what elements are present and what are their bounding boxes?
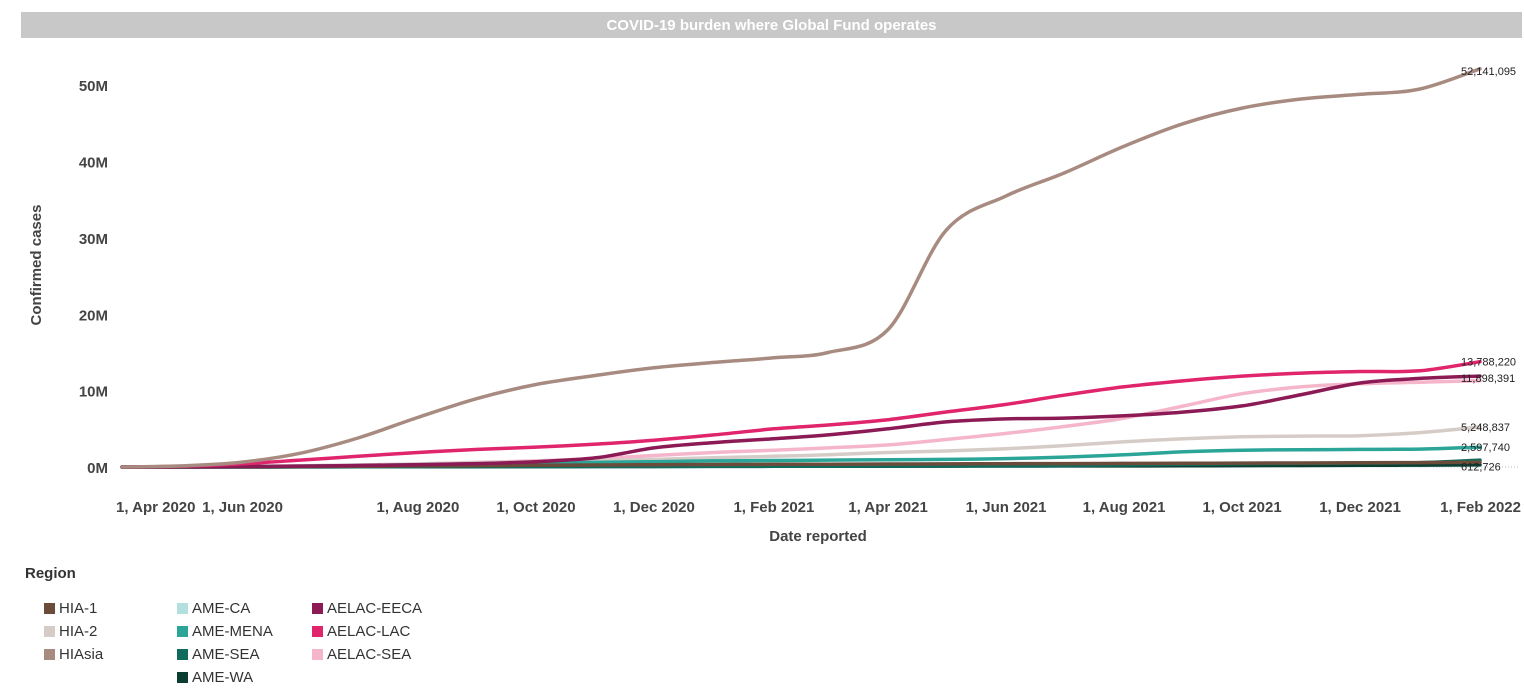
legend-item[interactable]: AELAC-LAC	[312, 620, 422, 643]
x-tick-label: 1, Oct 2020	[496, 499, 575, 516]
legend-item[interactable]: HIA-2	[44, 620, 103, 643]
legend-label: AME-MENA	[192, 623, 273, 640]
y-tick-label: 40M	[79, 155, 108, 172]
x-tick-label: 1, Aug 2020	[377, 499, 460, 516]
end-value-label: 52,141,095	[1461, 66, 1516, 78]
y-tick-label: 20M	[79, 307, 108, 324]
legend-item[interactable]: AME-WA	[177, 666, 273, 689]
legend-item[interactable]: AME-MENA	[177, 620, 273, 643]
end-value-label: 2,597,740	[1461, 442, 1510, 454]
y-axis-title: Confirmed cases	[28, 205, 45, 326]
legend-swatch	[177, 672, 188, 683]
legend-column: AELAC-EECA AELAC-LAC AELAC-SEA	[312, 597, 422, 666]
legend-swatch	[312, 626, 323, 637]
series-line-hiasia	[120, 67, 1482, 469]
y-tick-label: 30M	[79, 231, 108, 248]
legend-label: AME-SEA	[192, 646, 260, 663]
legend-swatch	[177, 626, 188, 637]
legend-item[interactable]: HIAsia	[44, 643, 103, 666]
x-tick-label: 1, Dec 2020	[613, 499, 695, 516]
series-line-aelac-eeca	[120, 374, 1482, 469]
legend-item[interactable]: HIA-1	[44, 597, 103, 620]
x-tick-label: 1, Feb 2022	[1440, 499, 1521, 516]
legend-item[interactable]: AME-CA	[177, 597, 273, 620]
legend-title: Region	[25, 565, 76, 582]
legend-label: AME-WA	[192, 669, 254, 686]
legend-swatch	[44, 649, 55, 660]
x-tick-label: 1, Apr 2021	[848, 499, 928, 516]
legend-label: AELAC-EECA	[327, 600, 423, 617]
legend-swatch	[44, 626, 55, 637]
legend-swatch	[177, 603, 188, 614]
legend-swatch	[44, 603, 55, 614]
legend-label: HIAsia	[59, 646, 104, 663]
x-tick-label: 1, Feb 2021	[733, 499, 814, 516]
end-value-label: 5,248,837	[1461, 422, 1510, 434]
plot-area: 0M 10M 20M 30M 40M 50M 1, Apr 2020 1, Jun 2020 1…	[28, 66, 1521, 545]
x-tick-label: 1, Dec 2021	[1319, 499, 1401, 516]
legend-label: AELAC-LAC	[327, 623, 411, 640]
x-tick-label: 1, Jun 2021	[966, 499, 1047, 516]
y-tick-label: 50M	[79, 78, 108, 95]
legend-label: AELAC-SEA	[327, 646, 412, 663]
y-tick-label: 0M	[87, 460, 108, 477]
legend-swatch	[312, 603, 323, 614]
legend-label: HIA-1	[59, 600, 98, 617]
line-chart: 0M 10M 20M 30M 40M 50M 1, Apr 2020 1, Jun 2020 1…	[28, 66, 1521, 545]
end-value-label: 13,788,220	[1461, 357, 1516, 369]
end-value-label: 612,726	[1461, 461, 1501, 473]
legend-item[interactable]: AELAC-EECA	[312, 597, 422, 620]
x-axis-title: Date reported	[769, 528, 867, 545]
x-tick-label: 1, Jun 2020	[202, 499, 283, 516]
legend-item[interactable]: AELAC-SEA	[312, 643, 422, 666]
legend-swatch	[312, 649, 323, 660]
end-value-label: 11,898,391	[1461, 373, 1515, 385]
legend-column: HIA-1 HIA-2 HIAsia	[44, 597, 103, 666]
legend-item[interactable]: AME-SEA	[177, 643, 273, 666]
legend-label: HIA-2	[59, 623, 98, 640]
legend-label: AME-CA	[192, 600, 251, 617]
legend-swatch	[177, 649, 188, 660]
x-tick-label: 1, Aug 2021	[1083, 499, 1166, 516]
y-tick-label: 10M	[79, 384, 108, 401]
chart-title: COVID-19 burden where Global Fund operat…	[21, 12, 1522, 38]
x-tick-label: 1, Oct 2021	[1202, 499, 1281, 516]
legend-column: AME-CA AME-MENA AME-SEA AME-WA	[177, 597, 273, 689]
x-tick-label: 1, Apr 2020	[116, 499, 196, 516]
series-line-aelac-lac	[120, 359, 1482, 469]
